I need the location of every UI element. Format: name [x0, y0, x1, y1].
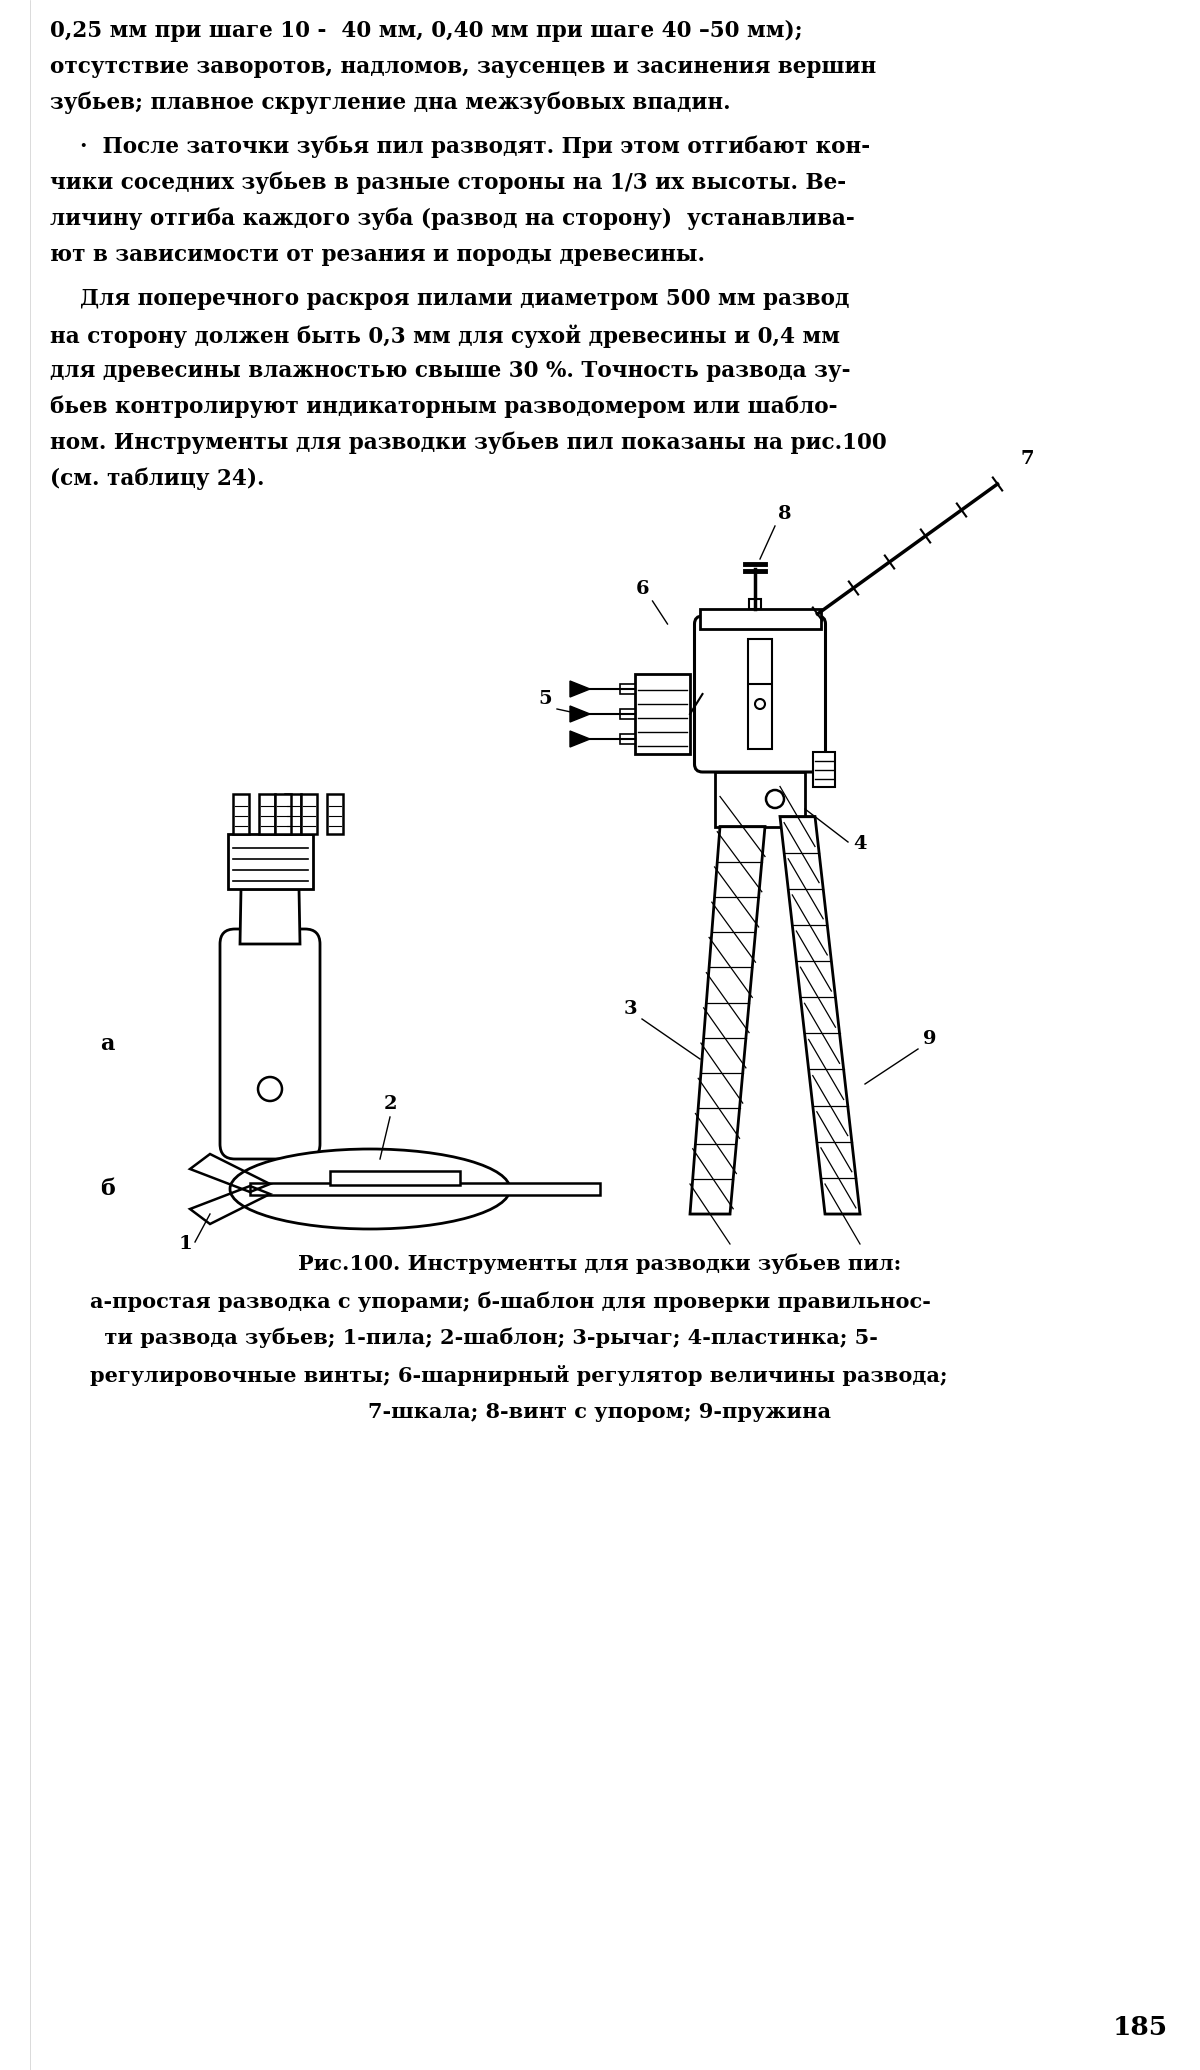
Bar	[620, 710, 635, 718]
Bar	[284, 795, 300, 834]
Bar	[326, 795, 343, 834]
Text: 4: 4	[853, 834, 866, 853]
Bar	[700, 609, 821, 629]
Text: 185: 185	[1112, 2014, 1168, 2041]
Text: (см. таблицу 24).: (см. таблицу 24).	[50, 468, 264, 491]
Text: б: б	[100, 1178, 115, 1201]
Bar	[233, 795, 248, 834]
Bar	[228, 834, 312, 888]
Bar	[620, 683, 635, 693]
Text: чики соседних зубьев в разные стороны на 1/3 их высоты. Ве-: чики соседних зубьев в разные стороны на…	[50, 172, 846, 195]
Text: 2: 2	[383, 1095, 397, 1114]
Text: а-простая разводка с упорами; б-шаблон для проверки правильнос-: а-простая разводка с упорами; б-шаблон д…	[90, 1292, 931, 1312]
Text: регулировочные винты; 6-шарнирный регулятор величины развода;: регулировочные винты; 6-шарнирный регуля…	[90, 1364, 948, 1387]
Polygon shape	[570, 681, 590, 698]
Text: Для поперечного раскроя пилами диаметром 500 мм развод: Для поперечного раскроя пилами диаметром…	[50, 288, 850, 310]
Text: ·  После заточки зубья пил разводят. При этом отгибают кон-: · После заточки зубья пил разводят. При …	[50, 137, 870, 159]
Polygon shape	[780, 816, 860, 1213]
Bar	[749, 598, 761, 609]
Text: 1: 1	[178, 1236, 192, 1252]
Text: 0,25 мм при шаге 10 -  40 мм, 0,40 мм при шаге 40 –50 мм);: 0,25 мм при шаге 10 - 40 мм, 0,40 мм при…	[50, 21, 803, 41]
Bar	[715, 772, 805, 826]
Text: ти развода зубьев; 1-пила; 2-шаблон; 3-рычаг; 4-пластинка; 5-: ти развода зубьев; 1-пила; 2-шаблон; 3-р…	[90, 1329, 878, 1348]
Text: 5: 5	[538, 689, 552, 708]
Text: для древесины влажностью свыше 30 %. Точность развода зу-: для древесины влажностью свыше 30 %. Точ…	[50, 360, 851, 383]
Bar	[250, 1182, 600, 1194]
Text: личину отгиба каждого зуба (развод на сторону)  устанавлива-: личину отгиба каждого зуба (развод на ст…	[50, 207, 854, 230]
Text: ют в зависимости от резания и породы древесины.: ют в зависимости от резания и породы дре…	[50, 244, 706, 267]
Text: ном. Инструменты для разводки зубьев пил показаны на рис.100: ном. Инструменты для разводки зубьев пил…	[50, 433, 887, 455]
Text: 7-шкала; 8-винт с упором; 9-пружина: 7-шкала; 8-винт с упором; 9-пружина	[368, 1401, 832, 1422]
Text: 6: 6	[636, 580, 649, 598]
Text: отсутствие заворотов, надломов, заусенцев и засинения вершин: отсутствие заворотов, надломов, заусенце…	[50, 56, 876, 79]
Text: 3: 3	[623, 1000, 637, 1018]
Text: 7: 7	[1021, 449, 1034, 468]
Bar	[748, 640, 772, 749]
Bar	[635, 675, 690, 753]
Text: а: а	[100, 1033, 114, 1056]
Bar	[620, 735, 635, 743]
FancyBboxPatch shape	[695, 617, 826, 772]
Text: 8: 8	[779, 505, 792, 524]
Text: 9: 9	[923, 1031, 937, 1047]
Polygon shape	[570, 706, 590, 722]
Polygon shape	[690, 826, 766, 1213]
Bar	[814, 751, 835, 787]
Bar	[330, 1172, 460, 1184]
Bar	[275, 795, 292, 834]
Polygon shape	[240, 888, 300, 944]
Bar	[301, 795, 317, 834]
Polygon shape	[570, 731, 590, 747]
Text: бьев контролируют индикаторным разводомером или шабло-: бьев контролируют индикаторным разводоме…	[50, 395, 838, 418]
Text: на сторону должен быть 0,3 мм для сухой древесины и 0,4 мм: на сторону должен быть 0,3 мм для сухой …	[50, 325, 840, 348]
Text: Рис.100. Инструменты для разводки зубьев пил:: Рис.100. Инструменты для разводки зубьев…	[299, 1254, 901, 1275]
Text: зубьев; плавное скругление дна межзубовых впадин.: зубьев; плавное скругление дна межзубовы…	[50, 91, 731, 114]
Bar	[258, 795, 275, 834]
Ellipse shape	[230, 1149, 510, 1230]
